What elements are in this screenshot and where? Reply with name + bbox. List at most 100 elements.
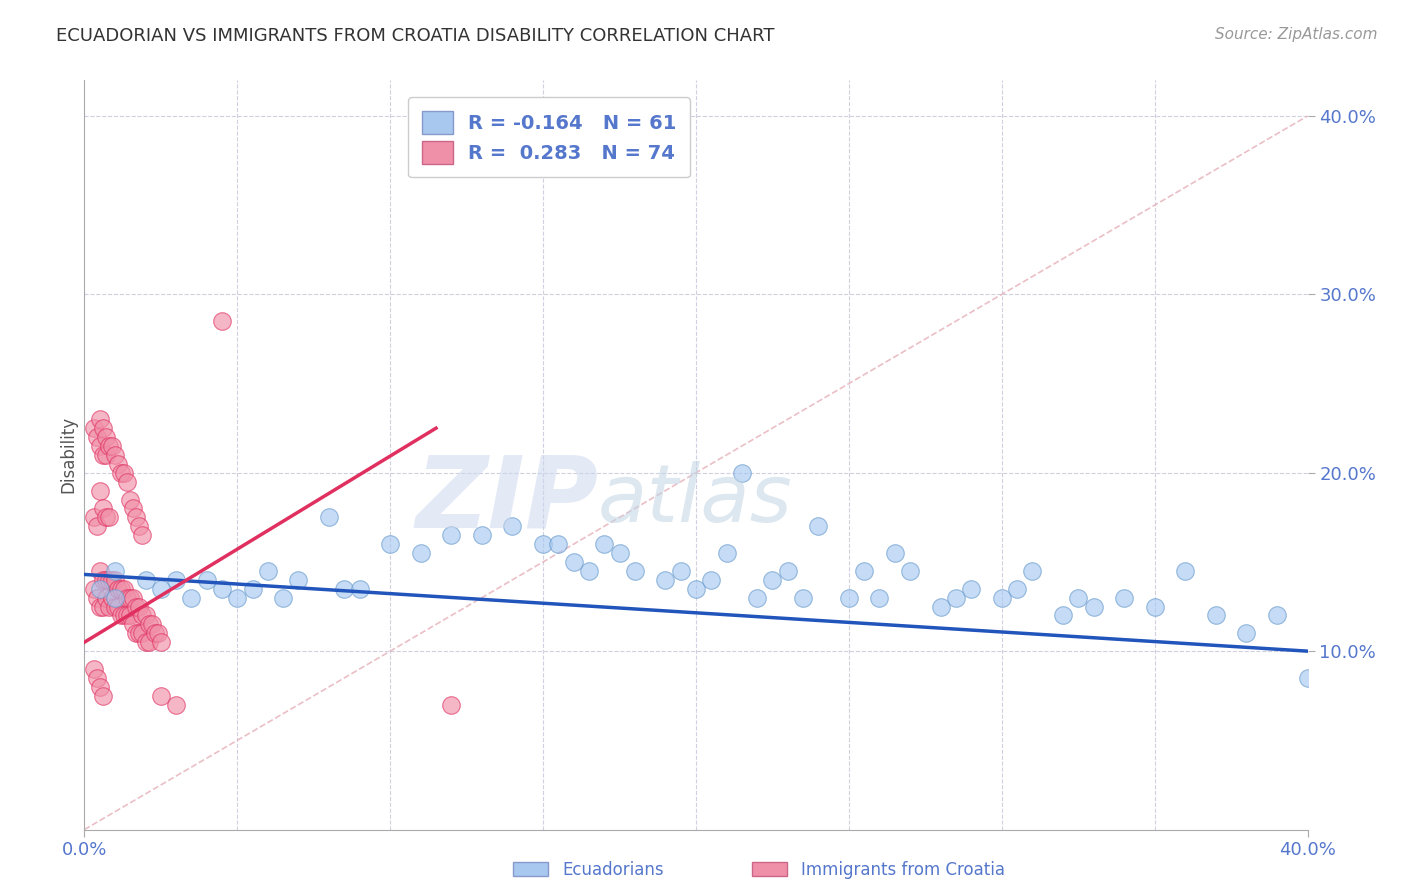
- Point: [97, 510, 120, 524]
- Point: [547, 537, 569, 551]
- Point: [929, 599, 952, 614]
- Point: [115, 475, 138, 489]
- Point: [104, 591, 127, 605]
- Point: [97, 573, 120, 587]
- Point: [94, 591, 117, 605]
- Point: [502, 519, 524, 533]
- Point: [562, 555, 585, 569]
- Point: [257, 564, 280, 578]
- Point: [83, 510, 105, 524]
- Text: ZIP: ZIP: [415, 451, 598, 549]
- Point: [838, 591, 860, 605]
- Point: [883, 546, 905, 560]
- Point: [120, 608, 142, 623]
- Point: [86, 671, 108, 685]
- Point: [94, 448, 117, 462]
- Point: [104, 564, 127, 578]
- Point: [898, 564, 921, 578]
- Point: [991, 591, 1014, 605]
- Point: [104, 573, 127, 587]
- Point: [149, 582, 172, 596]
- Point: [271, 591, 294, 605]
- Text: atlas: atlas: [598, 461, 793, 539]
- Point: [91, 689, 114, 703]
- Point: [149, 689, 172, 703]
- Point: [120, 591, 142, 605]
- Point: [107, 582, 129, 596]
- Text: Source: ZipAtlas.com: Source: ZipAtlas.com: [1215, 27, 1378, 42]
- Point: [792, 591, 814, 605]
- Point: [1021, 564, 1043, 578]
- Point: [97, 439, 120, 453]
- Point: [146, 626, 169, 640]
- Point: [226, 591, 249, 605]
- Point: [593, 537, 616, 551]
- Point: [89, 582, 111, 596]
- Point: [122, 591, 145, 605]
- Point: [135, 573, 157, 587]
- Point: [107, 457, 129, 471]
- Point: [101, 439, 124, 453]
- Point: [669, 564, 692, 578]
- Point: [1083, 599, 1105, 614]
- Point: [138, 635, 160, 649]
- Point: [211, 582, 233, 596]
- Point: [654, 573, 676, 587]
- Point: [128, 626, 150, 640]
- Legend: R = -0.164   N = 61, R =  0.283   N = 74: R = -0.164 N = 61, R = 0.283 N = 74: [408, 97, 690, 178]
- Point: [1067, 591, 1090, 605]
- Point: [578, 564, 600, 578]
- Point: [83, 582, 105, 596]
- Point: [89, 680, 111, 694]
- Point: [700, 573, 723, 587]
- Point: [685, 582, 707, 596]
- Point: [110, 608, 132, 623]
- Point: [91, 448, 114, 462]
- Point: [716, 546, 738, 560]
- Point: [471, 528, 494, 542]
- Point: [776, 564, 799, 578]
- Point: [349, 582, 371, 596]
- Point: [195, 573, 218, 587]
- Point: [97, 599, 120, 614]
- Point: [115, 591, 138, 605]
- Point: [83, 421, 105, 435]
- Text: Ecuadorians: Ecuadorians: [562, 861, 664, 879]
- Point: [1052, 608, 1074, 623]
- Point: [91, 573, 114, 587]
- Point: [1114, 591, 1136, 605]
- Point: [131, 626, 153, 640]
- Point: [1143, 599, 1166, 614]
- Point: [101, 573, 124, 587]
- Point: [131, 608, 153, 623]
- Point: [380, 537, 402, 551]
- Text: Immigrants from Croatia: Immigrants from Croatia: [801, 861, 1005, 879]
- Point: [120, 492, 142, 507]
- Point: [89, 483, 111, 498]
- Point: [112, 608, 135, 623]
- Point: [960, 582, 983, 596]
- Point: [125, 510, 148, 524]
- Point: [101, 591, 124, 605]
- Point: [318, 510, 340, 524]
- Point: [128, 599, 150, 614]
- Point: [761, 573, 783, 587]
- Point: [110, 582, 132, 596]
- Point: [91, 599, 114, 614]
- Point: [131, 528, 153, 542]
- Point: [180, 591, 202, 605]
- Point: [609, 546, 631, 560]
- Point: [83, 662, 105, 676]
- Point: [242, 582, 264, 596]
- Point: [333, 582, 356, 596]
- Point: [149, 635, 172, 649]
- Point: [89, 599, 111, 614]
- Point: [112, 466, 135, 480]
- Point: [1265, 608, 1288, 623]
- Point: [86, 519, 108, 533]
- Point: [141, 617, 163, 632]
- Point: [853, 564, 876, 578]
- Point: [409, 546, 432, 560]
- Point: [89, 564, 111, 578]
- Point: [94, 510, 117, 524]
